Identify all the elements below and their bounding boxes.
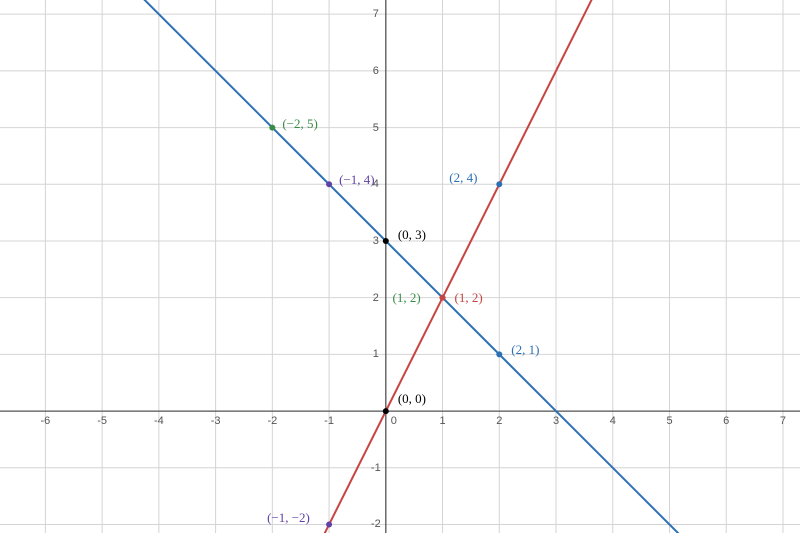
chart-background [0,0,800,533]
x-tick-label: -4 [154,415,164,427]
coordinate-plane: -6-5-4-3-2-101234567-2-11234567(−2, 5)(−… [0,0,800,533]
x-tick-label: 2 [496,415,502,427]
pt-(0,0) [383,408,389,414]
y-tick-label: 2 [373,292,379,304]
x-tick-label: 0 [391,415,397,427]
point-label: (1, 2) [393,290,421,306]
point-label: (0, 0) [398,391,426,407]
y-tick-label: 6 [373,65,379,77]
x-tick-label: 5 [666,415,672,427]
pt-(0,3) [383,238,389,244]
x-tick-label: 7 [780,415,786,427]
point-label: (−1, −2) [267,510,310,526]
x-tick-label: 3 [553,415,559,427]
x-tick-label: -6 [40,415,50,427]
x-tick-label: -2 [267,415,277,427]
point-label: (1, 2) [455,290,483,306]
y-tick-label: -1 [371,462,381,474]
point-label: (0, 3) [398,227,426,243]
x-tick-label: -1 [324,415,334,427]
pt-(1,2)b [440,295,446,301]
x-tick-label: 4 [610,415,616,427]
x-tick-label: 6 [723,415,729,427]
y-tick-label: -2 [371,518,381,530]
point-label: (2, 1) [511,342,539,358]
point-label: (2, 4) [449,170,477,186]
y-tick-label: 7 [373,8,379,20]
pt-(-2,5) [269,125,275,131]
y-tick-label: 3 [373,235,379,247]
x-tick-label: -5 [97,415,107,427]
pt-(-1,-2) [326,521,332,527]
pt-(2,4) [496,181,502,187]
pt-(-1,4) [326,181,332,187]
chart-svg [0,0,800,533]
y-tick-label: 5 [373,122,379,134]
x-tick-label: -3 [211,415,221,427]
x-tick-label: 1 [439,415,445,427]
point-label: (−1, 4) [339,172,375,188]
point-label: (−2, 5) [282,116,318,132]
y-tick-label: 1 [373,348,379,360]
pt-(2,1) [496,351,502,357]
